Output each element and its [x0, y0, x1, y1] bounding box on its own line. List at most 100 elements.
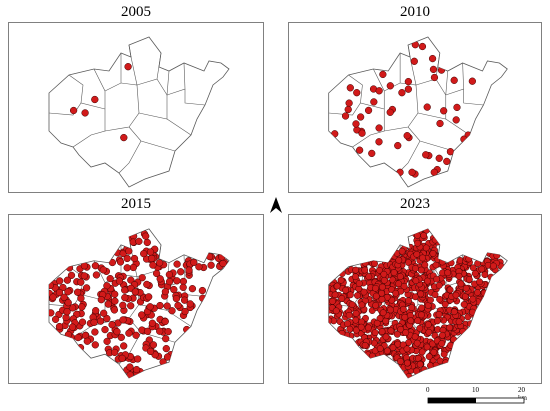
map-point [396, 273, 404, 280]
map-point [396, 168, 404, 176]
map-point [352, 266, 360, 274]
map-point [146, 347, 155, 356]
map-point [100, 309, 108, 317]
district-boundary [166, 118, 192, 136]
map-point [332, 307, 340, 315]
map-point [132, 365, 141, 374]
map-point [179, 283, 187, 292]
map-point [382, 333, 390, 341]
map-point [372, 284, 379, 292]
map-point [364, 324, 372, 332]
map-point [430, 168, 438, 176]
map-point [354, 292, 361, 299]
map-point [375, 138, 383, 146]
map-point [387, 306, 394, 314]
panel-title-2023: 2023 [400, 196, 430, 212]
map-point [403, 345, 411, 353]
scale-bar: 0 10 20 km [424, 386, 534, 408]
district-boundary [104, 84, 140, 132]
map-point [352, 309, 360, 317]
map-point [378, 295, 386, 303]
map-point [342, 286, 350, 294]
map-point [417, 290, 425, 298]
map-point [440, 107, 448, 115]
map-point [487, 273, 495, 281]
map-point [168, 307, 176, 315]
map-point [446, 324, 454, 332]
map-point [161, 317, 169, 326]
map-svg-2005 [48, 36, 230, 188]
map-point [473, 289, 481, 296]
map-point [195, 263, 203, 271]
map-point [370, 98, 378, 106]
map-point [149, 261, 157, 269]
scale-label-0: 0 [426, 386, 430, 394]
map-point [104, 300, 112, 308]
map-point [365, 273, 373, 281]
map-point [111, 297, 119, 305]
map-point [460, 301, 468, 308]
map-point [382, 317, 390, 325]
map-point [364, 106, 373, 115]
map-point [173, 260, 181, 268]
north-arrow-icon [270, 197, 282, 213]
map-point [172, 294, 181, 303]
map-point [386, 108, 394, 116]
map-point [371, 260, 378, 268]
map-point [468, 77, 476, 85]
map-point [450, 336, 458, 343]
map-point [181, 307, 189, 316]
map-point [146, 248, 155, 256]
map-point [91, 262, 100, 270]
map-point [379, 309, 387, 317]
map-point [383, 347, 391, 355]
map-point [163, 302, 171, 310]
map-point [90, 318, 98, 326]
map-point [398, 89, 406, 97]
map-point [80, 272, 88, 280]
map-point [368, 149, 376, 158]
map-point [56, 277, 64, 285]
map-point [461, 293, 469, 300]
map-point [49, 293, 57, 301]
map-point [411, 333, 419, 341]
map-point [55, 322, 64, 331]
map-point [490, 262, 497, 270]
map-point [124, 63, 132, 71]
map-point [345, 311, 353, 319]
map-point [155, 259, 164, 267]
map-point [446, 286, 454, 294]
map-point [156, 327, 164, 335]
map-point [333, 282, 341, 290]
map-point [481, 271, 489, 279]
map-point [438, 331, 446, 339]
map-frame-2015 [8, 214, 264, 384]
map-point [83, 337, 91, 345]
map-point [435, 154, 443, 162]
map-point [403, 132, 411, 140]
map-point [140, 250, 148, 258]
map-point [435, 310, 443, 318]
map-point [96, 317, 105, 325]
map-frame-2023 [288, 214, 542, 384]
map-point [173, 277, 181, 285]
map-point [434, 317, 441, 325]
map-point [372, 301, 380, 309]
district-boundary [348, 74, 363, 104]
map-point [423, 277, 431, 285]
map-point [346, 325, 354, 333]
map-point [64, 299, 72, 307]
map-point [77, 278, 85, 286]
map-point [371, 329, 379, 337]
map-point [127, 302, 135, 310]
map-point [429, 65, 438, 74]
panel-title-2015: 2015 [121, 196, 151, 212]
map-point [476, 278, 483, 286]
map-point [162, 335, 170, 343]
map-point [457, 280, 465, 288]
map-point [471, 270, 479, 277]
map-point [450, 308, 458, 316]
map-point [357, 323, 365, 331]
map-point [455, 272, 463, 280]
map-point [423, 343, 431, 351]
